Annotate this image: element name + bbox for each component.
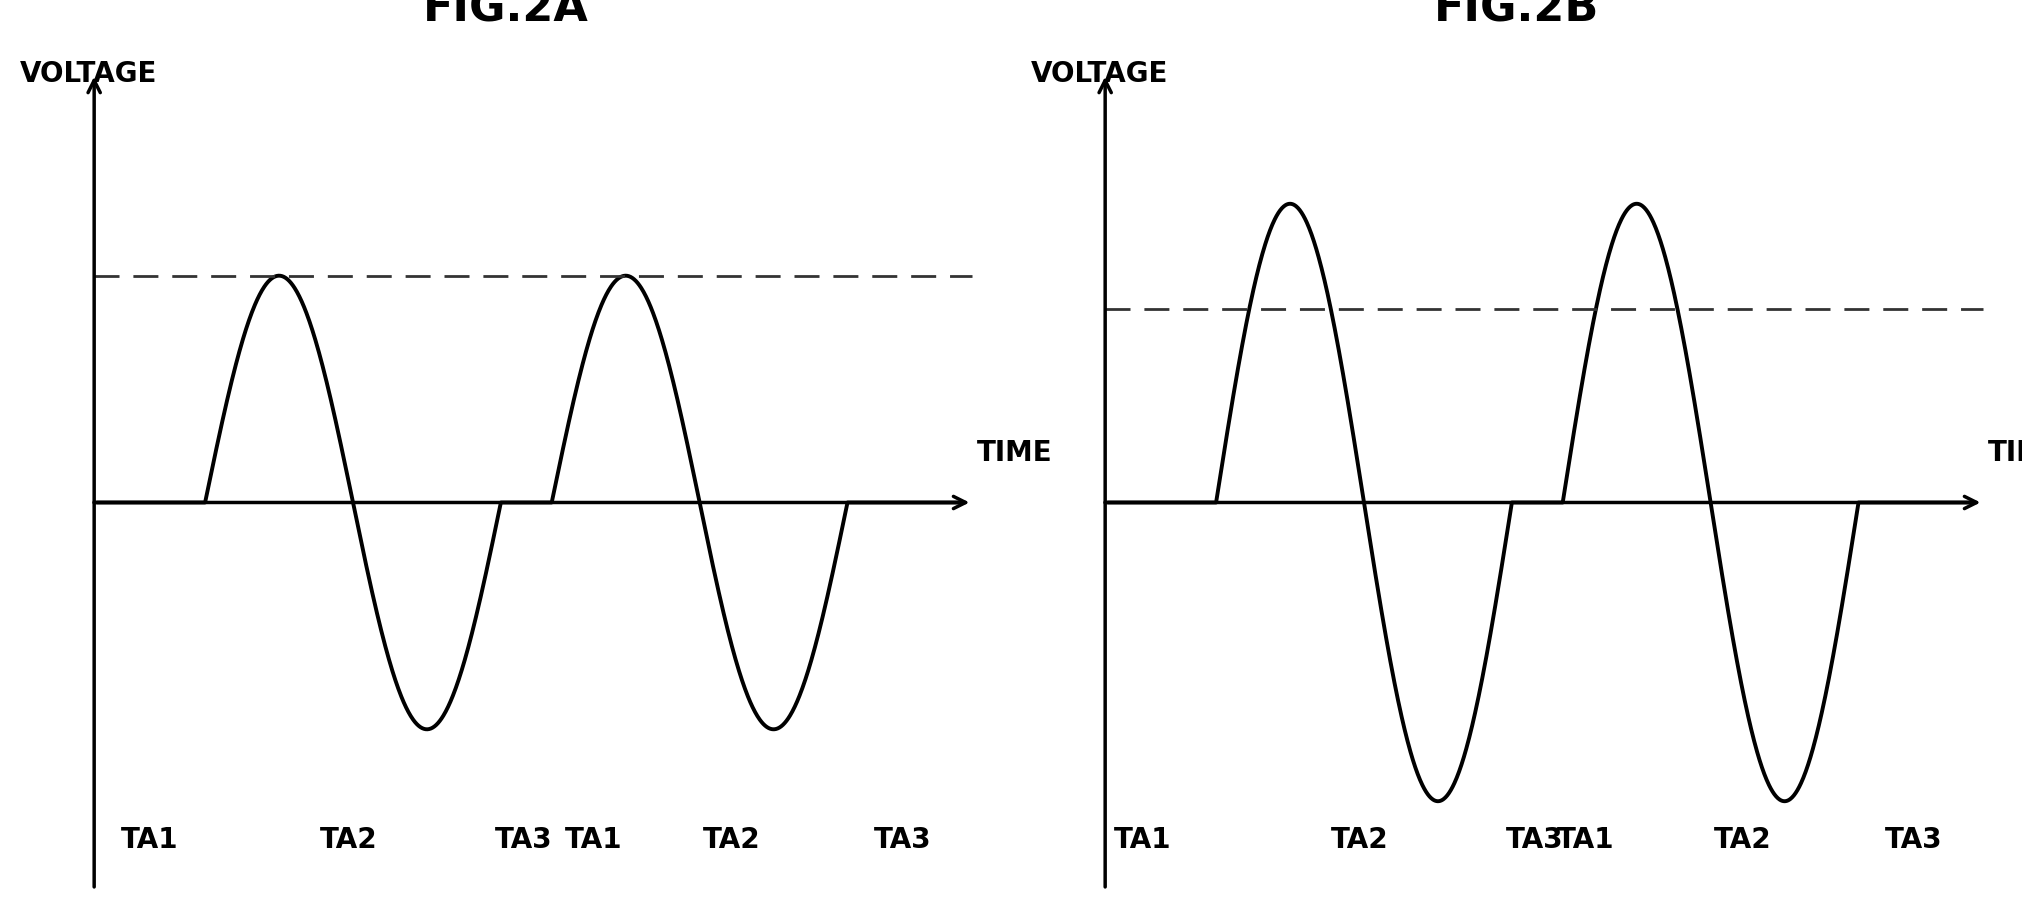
Text: TIME: TIME [1988, 439, 2022, 467]
Text: TA1: TA1 [121, 826, 178, 854]
Text: TA1: TA1 [564, 826, 623, 854]
Text: VOLTAGE: VOLTAGE [1031, 60, 1169, 88]
Text: VOLTAGE: VOLTAGE [20, 60, 158, 88]
Text: TA1: TA1 [1557, 826, 1616, 854]
Text: TA1: TA1 [1114, 826, 1171, 854]
Text: TIME: TIME [977, 439, 1053, 467]
Text: TA3: TA3 [874, 826, 932, 854]
Text: TA2: TA2 [704, 826, 760, 854]
Text: TA2: TA2 [1715, 826, 1771, 854]
Title: FIG.2A: FIG.2A [423, 0, 588, 30]
Text: TA3: TA3 [1885, 826, 1943, 854]
Text: TA2: TA2 [319, 826, 378, 854]
Text: TA3: TA3 [1506, 826, 1563, 854]
Text: TA2: TA2 [1330, 826, 1389, 854]
Text: TA3: TA3 [495, 826, 552, 854]
Title: FIG.2B: FIG.2B [1434, 0, 1599, 30]
